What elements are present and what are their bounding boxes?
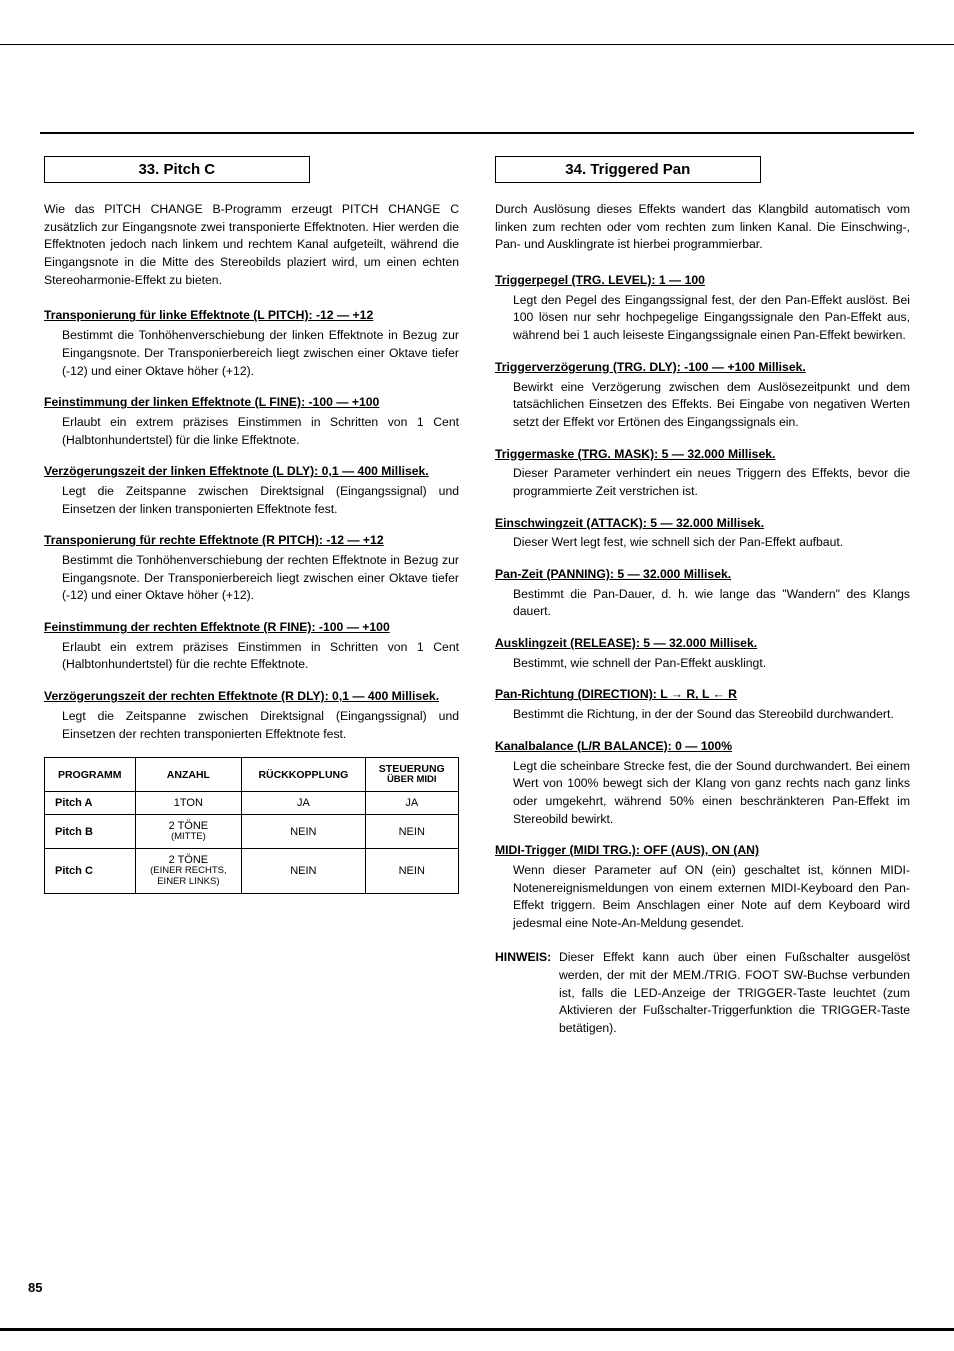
param-head: Ausklingzeit (RELEASE): 5 — 32.000 Milli… <box>495 635 910 653</box>
param-head: Kanalbalance (L/R BALANCE): 0 — 100% <box>495 738 910 756</box>
table-cell: 2 TÖNE(EINER RECHTS,EINER LINKS) <box>135 849 242 894</box>
param-list-left: Transponierung für linke Effektnote (L P… <box>44 307 459 743</box>
param-block: Einschwingzeit (ATTACK): 5 — 32.000 Mill… <box>495 515 910 552</box>
param-block: Transponierung für linke Effektnote (L P… <box>44 307 459 380</box>
left-column: 33. Pitch C Wie das PITCH CHANGE B-Progr… <box>44 156 459 1038</box>
param-body: Bestimmt die Pan-Dauer, d. h. wie lange … <box>495 586 910 621</box>
param-body: Legt die Zeitspanne zwischen Direktsigna… <box>44 708 459 743</box>
table-header: RÜCKKOPPLUNG <box>242 758 365 792</box>
table-cell: JA <box>242 792 365 815</box>
page-top-rule-thin <box>0 44 954 45</box>
table-header: ANZAHL <box>135 758 242 792</box>
param-body: Erlaubt ein extrem präzises Einstimmen i… <box>44 639 459 674</box>
program-table: PROGRAMMANZAHLRÜCKKOPPLUNGSTEUERUNGÜBER … <box>44 757 459 894</box>
param-body: Dieser Wert legt fest, wie schnell sich … <box>495 534 910 552</box>
param-head: Pan-Zeit (PANNING): 5 — 32.000 Millisek. <box>495 566 910 584</box>
param-block: Triggerpegel (TRG. LEVEL): 1 — 100 Legt d… <box>495 272 910 345</box>
param-head: Pan-Richtung (DIRECTION): L → R, L ← R <box>495 686 910 704</box>
table-cell: NEIN <box>242 849 365 894</box>
param-block: Pan-Zeit (PANNING): 5 — 32.000 Millisek.… <box>495 566 910 621</box>
param-block: Pan-Richtung (DIRECTION): L → R, L ← R Be… <box>495 686 910 723</box>
param-block: Feinstimmung der linken Effektnote (L FI… <box>44 394 459 449</box>
param-head: Transponierung für linke Effektnote (L P… <box>44 307 459 325</box>
param-head: Transponierung für rechte Effektnote (R … <box>44 532 459 550</box>
page-bottom-rule <box>0 1328 954 1331</box>
content-columns: 33. Pitch C Wie das PITCH CHANGE B-Progr… <box>44 156 910 1038</box>
table-header: PROGRAMM <box>45 758 136 792</box>
table-row: Pitch B2 TÖNE(MITTE)NEINNEIN <box>45 815 459 849</box>
table-row: Pitch A1TONJAJA <box>45 792 459 815</box>
param-head: Triggerpegel (TRG. LEVEL): 1 — 100 <box>495 272 910 290</box>
param-list-right: Triggerpegel (TRG. LEVEL): 1 — 100 Legt d… <box>495 272 910 933</box>
param-body: Bestimmt die Richtung, in der der Sound … <box>495 706 910 724</box>
table-cell: NEIN <box>242 815 365 849</box>
param-body: Erlaubt ein extrem präzises Einstimmen i… <box>44 414 459 449</box>
param-body: Bestimmt die Tonhöhenverschiebung der re… <box>44 552 459 605</box>
param-head: Verzögerungszeit der linken Effektnote (… <box>44 463 459 481</box>
param-block: Transponierung für rechte Effektnote (R … <box>44 532 459 605</box>
hinweis-body: Dieser Effekt kann auch über einen Fußsc… <box>495 949 910 1037</box>
param-block: Verzögerungszeit der rechten Effektnote … <box>44 688 459 743</box>
param-body: Bewirkt eine Verzögerung zwischen dem Au… <box>495 379 910 432</box>
param-body: Bestimmt, wie schnell der Pan-Effekt aus… <box>495 655 910 673</box>
param-block: MIDI-Trigger (MIDI TRG.): OFF (AUS), ON … <box>495 842 910 932</box>
table-row: Pitch C2 TÖNE(EINER RECHTS,EINER LINKS)N… <box>45 849 459 894</box>
hinweis-label: HINWEIS: <box>495 950 551 964</box>
param-block: Kanalbalance (L/R BALANCE): 0 — 100% Legt… <box>495 738 910 828</box>
param-block: Triggerverzögerung (TRG. DLY): -100 — +1… <box>495 359 910 432</box>
param-head: Feinstimmung der linken Effektnote (L FI… <box>44 394 459 412</box>
table-cell: NEIN <box>365 849 459 894</box>
section-title-pitch-c: 33. Pitch C <box>44 156 310 183</box>
param-block: Ausklingzeit (RELEASE): 5 — 32.000 Milli… <box>495 635 910 672</box>
table-cell: NEIN <box>365 815 459 849</box>
param-body: Bestimmt die Tonhöhenverschiebung der li… <box>44 327 459 380</box>
table-cell: Pitch A <box>45 792 136 815</box>
table-cell: 2 TÖNE(MITTE) <box>135 815 242 849</box>
param-head: Einschwingzeit (ATTACK): 5 — 32.000 Mill… <box>495 515 910 533</box>
param-block: Verzögerungszeit der linken Effektnote (… <box>44 463 459 518</box>
table-cell: 1TON <box>135 792 242 815</box>
param-body: Legt den Pegel des Eingangssignal fest, … <box>495 292 910 345</box>
right-column: 34. Triggered Pan Durch Auslösung dieses… <box>495 156 910 1038</box>
table-cell: JA <box>365 792 459 815</box>
table-cell: Pitch B <box>45 815 136 849</box>
hinweis-note: HINWEIS: Dieser Effekt kann auch über ei… <box>495 949 910 1038</box>
param-head: Verzögerungszeit der rechten Effektnote … <box>44 688 459 706</box>
page-top-rule-thick <box>40 132 914 134</box>
param-body: Wenn dieser Parameter auf ON (ein) gesch… <box>495 862 910 933</box>
param-body: Legt die Zeitspanne zwischen Direktsigna… <box>44 483 459 518</box>
table-cell: Pitch C <box>45 849 136 894</box>
page-number: 85 <box>28 1280 42 1295</box>
param-head: Feinstimmung der rechten Effektnote (R F… <box>44 619 459 637</box>
param-head: MIDI-Trigger (MIDI TRG.): OFF (AUS), ON … <box>495 842 910 860</box>
intro-triggered-pan: Durch Auslösung dieses Effekts wandert d… <box>495 201 910 254</box>
param-head: Triggerverzögerung (TRG. DLY): -100 — +1… <box>495 359 910 377</box>
table-header: STEUERUNGÜBER MIDI <box>365 758 459 792</box>
param-block: Feinstimmung der rechten Effektnote (R F… <box>44 619 459 674</box>
intro-pitch-c: Wie das PITCH CHANGE B-Programm erzeugt … <box>44 201 459 289</box>
param-head: Triggermaske (TRG. MASK): 5 — 32.000 Mil… <box>495 446 910 464</box>
section-title-triggered-pan: 34. Triggered Pan <box>495 156 761 183</box>
param-body: Dieser Parameter verhindert ein neues Tr… <box>495 465 910 500</box>
param-block: Triggermaske (TRG. MASK): 5 — 32.000 Mil… <box>495 446 910 501</box>
param-body: Legt die scheinbare Strecke fest, die de… <box>495 758 910 829</box>
